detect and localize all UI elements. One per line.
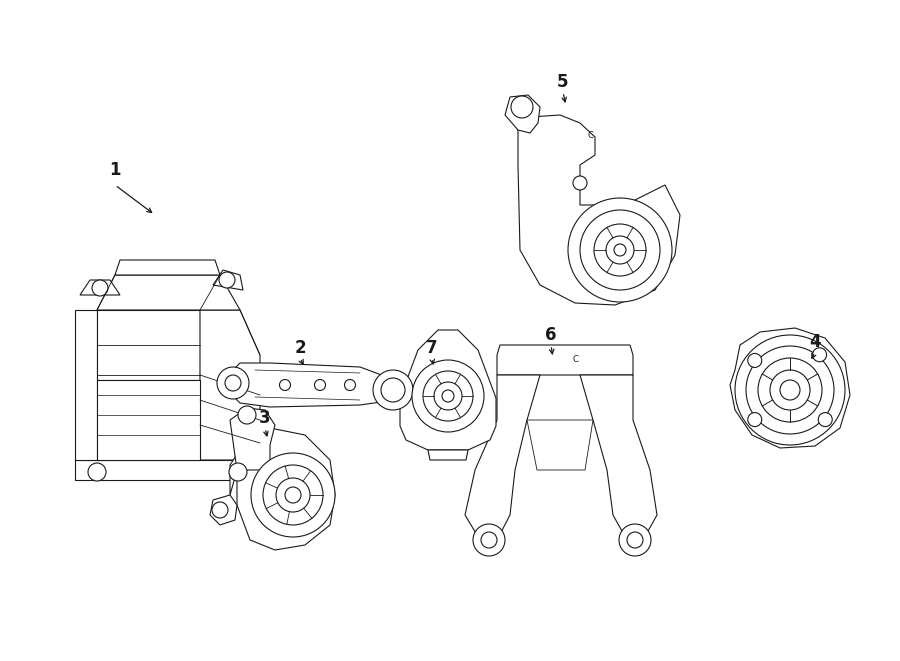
Circle shape xyxy=(606,236,634,264)
Polygon shape xyxy=(400,330,496,450)
Circle shape xyxy=(225,375,241,391)
Circle shape xyxy=(594,224,646,276)
Text: 4: 4 xyxy=(809,333,821,351)
Polygon shape xyxy=(497,345,633,375)
Text: 6: 6 xyxy=(545,326,557,344)
Polygon shape xyxy=(97,275,240,310)
Polygon shape xyxy=(80,280,120,295)
Circle shape xyxy=(381,378,405,402)
Circle shape xyxy=(212,502,228,518)
Circle shape xyxy=(511,96,533,118)
Circle shape xyxy=(412,360,484,432)
Text: C: C xyxy=(572,356,578,364)
Circle shape xyxy=(780,380,800,400)
Circle shape xyxy=(758,358,822,422)
Circle shape xyxy=(263,465,323,525)
Circle shape xyxy=(229,463,247,481)
Polygon shape xyxy=(200,310,260,460)
Circle shape xyxy=(770,370,810,410)
Circle shape xyxy=(619,524,651,556)
Circle shape xyxy=(219,272,235,288)
Circle shape xyxy=(818,412,832,426)
Polygon shape xyxy=(465,375,540,540)
Polygon shape xyxy=(518,115,680,305)
Circle shape xyxy=(614,244,626,256)
Circle shape xyxy=(251,453,335,537)
Circle shape xyxy=(314,379,326,391)
Circle shape xyxy=(473,524,505,556)
Polygon shape xyxy=(230,428,335,550)
Circle shape xyxy=(442,390,454,402)
Circle shape xyxy=(748,412,761,426)
Circle shape xyxy=(434,382,462,410)
Circle shape xyxy=(627,532,643,548)
Circle shape xyxy=(276,478,310,512)
Polygon shape xyxy=(75,460,260,480)
Text: 7: 7 xyxy=(427,339,437,357)
Polygon shape xyxy=(210,495,237,525)
Text: 2: 2 xyxy=(294,339,306,357)
Circle shape xyxy=(568,198,672,302)
Polygon shape xyxy=(115,260,220,275)
Circle shape xyxy=(280,379,291,391)
Polygon shape xyxy=(97,310,200,380)
Polygon shape xyxy=(428,450,468,460)
Circle shape xyxy=(573,176,587,190)
Circle shape xyxy=(746,346,834,434)
Polygon shape xyxy=(213,270,243,290)
Circle shape xyxy=(373,370,413,410)
Circle shape xyxy=(748,354,761,368)
Polygon shape xyxy=(230,408,275,470)
Circle shape xyxy=(481,532,497,548)
Polygon shape xyxy=(527,420,593,470)
Circle shape xyxy=(735,335,845,445)
Text: C: C xyxy=(587,130,593,139)
Circle shape xyxy=(345,379,356,391)
Polygon shape xyxy=(97,380,200,460)
Circle shape xyxy=(92,280,108,296)
Text: 5: 5 xyxy=(557,73,569,91)
Text: 3: 3 xyxy=(259,409,271,427)
Polygon shape xyxy=(580,375,657,540)
Polygon shape xyxy=(75,310,97,460)
Circle shape xyxy=(217,367,249,399)
Circle shape xyxy=(580,210,660,290)
Circle shape xyxy=(285,487,301,503)
Polygon shape xyxy=(505,95,540,133)
Text: 1: 1 xyxy=(109,161,121,179)
Polygon shape xyxy=(230,363,395,407)
Circle shape xyxy=(88,463,106,481)
Circle shape xyxy=(813,348,826,362)
Circle shape xyxy=(238,406,256,424)
Circle shape xyxy=(423,371,473,421)
